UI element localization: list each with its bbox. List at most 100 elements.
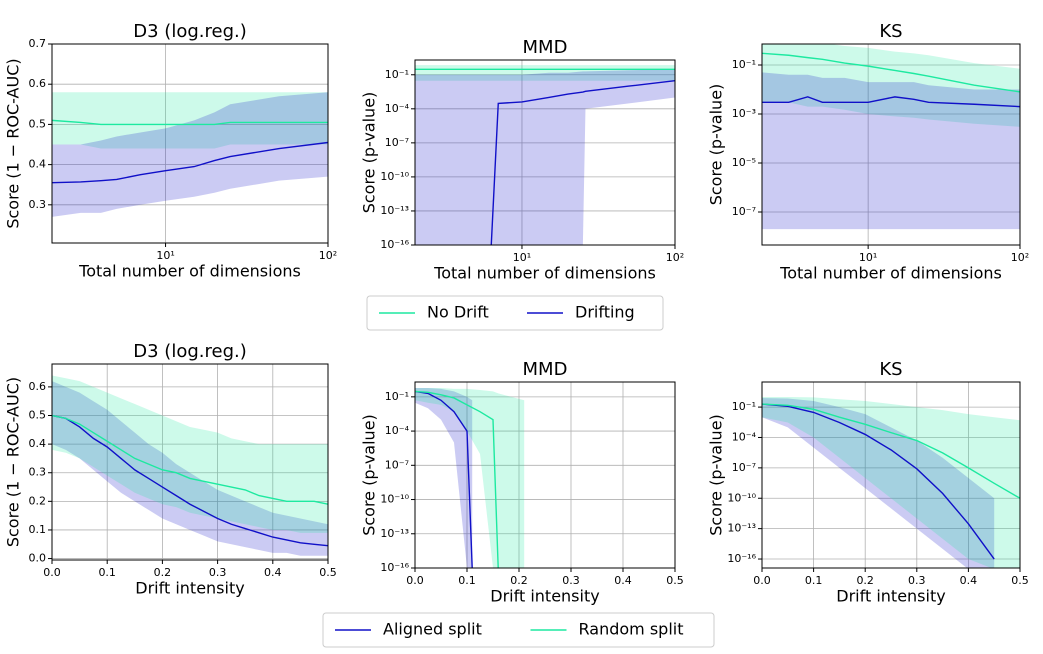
band [52,92,328,217]
y-tick-label: 10⁻⁷ [732,461,756,474]
line [415,390,499,568]
y-axis-label: Score (p-value) [707,84,726,206]
y-tick-label: 10⁻⁴ [385,424,410,437]
x-axis-label: Drift intensity [490,587,599,606]
band [415,387,473,568]
plot-area [415,65,675,245]
legend-top: No Drift Drifting [366,295,664,331]
x-tick-label: 0.5 [666,574,684,587]
x-tick-label: 0.5 [1011,574,1029,587]
y-axis-label: Score (p-value) [360,414,379,536]
axes-frame [761,43,1021,246]
y-tick-label: 10⁻¹ [732,400,756,413]
y-tick-label: 10⁻¹⁰ [380,493,409,506]
y-tick-label: 0.1 [29,523,47,536]
y-tick-label: 10⁻⁵ [732,156,756,169]
x-tick-label: 10¹ [513,251,531,264]
y-tick-label: 0.5 [29,117,47,130]
y-axis-label: Score (p-value) [707,414,726,536]
line [762,403,1020,499]
axes-frame [761,381,1021,569]
x-tick-label: 0.4 [614,574,632,587]
y-tick-label: 10⁻⁴ [732,430,757,443]
band [52,375,328,533]
x-axis-label: Total number of dimensions [779,264,1002,283]
legend-label: Drifting [575,303,635,322]
x-axis-label: Total number of dimensions [433,264,656,283]
plot-area [762,396,1020,568]
y-tick-label: 0.7 [29,37,47,50]
line [52,119,328,126]
y-tick-label: 10⁻⁴ [385,102,410,115]
x-tick-label: 0.1 [98,566,116,579]
y-tick-label: 10⁻¹⁶ [380,238,409,251]
subplot-title: MMD [523,359,568,380]
subplot: 10¹ 10² 0.3 0.4 0.5 0.6 0.7 D3 (log.reg.) Total … [4,21,338,281]
x-tick-label: 0.2 [510,574,528,587]
y-tick-label: 10⁻¹⁶ [727,552,756,565]
x-tick-label: 0.0 [753,574,771,587]
x-tick-label: 0.3 [562,574,580,587]
y-tick-label: 10⁻¹ [732,58,756,71]
line [762,403,995,560]
x-tick-label: 0.3 [908,574,926,587]
line [762,52,1020,93]
x-tick-label: 0.0 [406,574,424,587]
legend-frame [366,295,664,331]
legend-frame [322,612,715,648]
plot-area [52,375,328,556]
x-tick-label: 0.0 [43,566,61,579]
y-tick-label: 10⁻¹ [385,68,409,81]
subplot: 0.0 0.1 0.2 0.3 0.4 0.5 10⁻¹ 10⁻⁴ 10⁻⁷ 10⁻¹⁰ 10⁻¹³… [360,359,684,606]
band [762,44,1020,127]
line [490,80,675,245]
y-tick-label: 10⁻¹⁰ [727,491,756,504]
band [52,92,328,149]
y-tick-label: 10⁻⁷ [385,136,409,149]
axes-frame [414,59,676,246]
line [415,390,473,568]
line [52,414,328,505]
subplot-title: MMD [523,37,568,58]
x-axis-label: Drift intensity [836,587,945,606]
legend-label: Random split [579,620,684,639]
subplot: 0.0 0.1 0.2 0.3 0.4 0.5 0.0 0.1 0.2 0.3 0.4 0.5 0.6 D… [4,341,337,598]
subplot: 10¹ 10² 10⁻¹ 10⁻³ 10⁻⁵ 10⁻⁷ KS Total number of … [707,21,1030,283]
legend-bottom: Aligned split Random split [322,612,715,648]
y-tick-label: 0.6 [29,380,47,393]
y-tick-label: 0.3 [29,466,47,479]
x-axis-label: Total number of dimensions [78,262,301,281]
y-tick-label: 10⁻³ [732,107,756,120]
y-tick-label: 0.0 [29,552,47,565]
y-tick-label: 0.4 [29,437,47,450]
axes-frame [51,363,329,561]
band [762,397,995,568]
y-tick-label: 10⁻¹³ [380,204,409,217]
y-tick-label: 10⁻⁷ [732,205,756,218]
plot-area [762,44,1020,230]
y-tick-label: 10⁻¹³ [380,527,409,540]
x-axis-label: Drift intensity [135,579,244,598]
y-tick-label: 0.3 [29,198,47,211]
x-tick-label: 0.5 [319,566,337,579]
axes-frame [414,381,676,569]
y-axis-label: Score (1 − ROC-AUC) [4,377,23,547]
y-tick-label: 0.4 [29,158,47,171]
line [762,96,1020,108]
subplot-title: D3 (log.reg.) [133,21,246,42]
y-tick-label: 10⁻¹³ [727,522,756,535]
y-axis-label: Score (1 − ROC-AUC) [4,58,23,228]
x-tick-label: 0.3 [209,566,227,579]
x-tick-label: 10¹ [859,251,877,264]
x-tick-label: 0.1 [805,574,823,587]
subplot: 0.0 0.1 0.2 0.3 0.4 0.5 10⁻¹ 10⁻⁴ 10⁻⁷ 10⁻¹⁰ 10⁻¹³… [707,359,1029,606]
y-tick-label: 10⁻¹⁰ [380,170,409,183]
x-tick-label: 10² [666,251,684,264]
y-axis-label: Score (p-value) [360,92,379,214]
subplot-title: D3 (log.reg.) [133,341,246,362]
band [52,381,328,556]
band [415,69,675,245]
line [52,414,328,547]
band [762,396,1020,568]
